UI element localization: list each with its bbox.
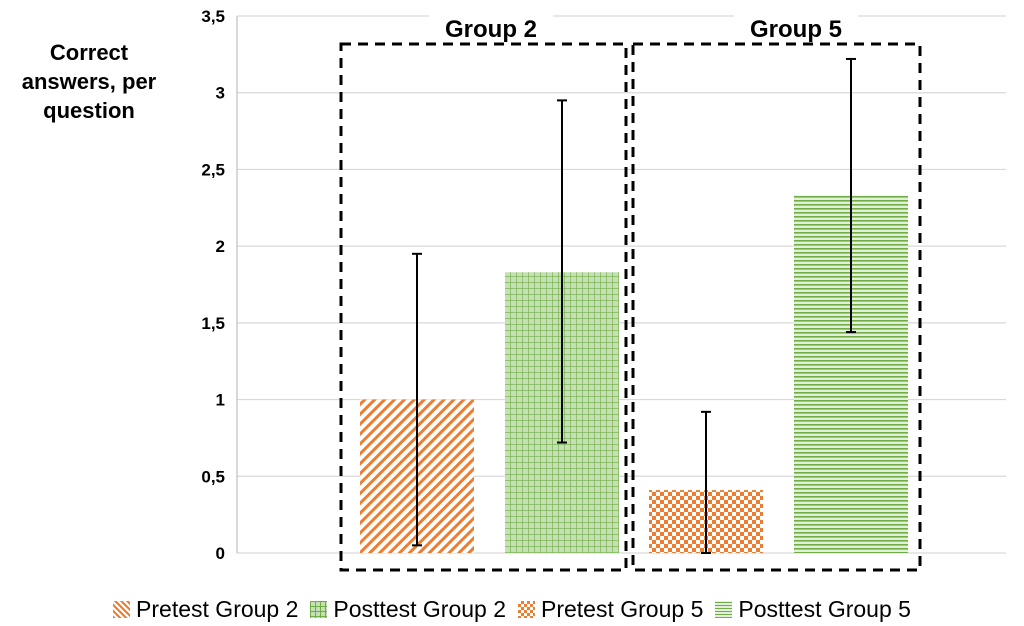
legend-label-pretest-group-2: Pretest Group 2 xyxy=(136,595,299,622)
legend-swatch-pretest-group-2 xyxy=(113,600,131,618)
y-axis-label-line-2: answers, per xyxy=(21,69,157,94)
y-tick-label: 1,5 xyxy=(201,314,225,333)
y-tick-label: 0,5 xyxy=(201,467,225,486)
legend-label-posttest-group-2: Posttest Group 2 xyxy=(333,595,506,622)
y-axis: 0 0,5 1 1,5 2 2,5 3 3,5 xyxy=(201,7,238,563)
y-tick-label: 0 xyxy=(216,544,225,563)
error-bar-pretest-group-2 xyxy=(412,252,422,547)
legend-item-posttest-group-2: Posttest Group 2 xyxy=(310,596,506,623)
error-bar-posttest-group-2 xyxy=(557,99,567,444)
legend-swatch-pretest-group-5 xyxy=(518,600,535,618)
error-bar-posttest-group-5 xyxy=(846,57,856,334)
bar-chart: 0 0,5 1 1,5 2 2,5 3 3,5 Group 2 Group 5 xyxy=(201,7,1006,572)
legend-swatch-posttest-group-5 xyxy=(715,600,733,618)
group-label-background xyxy=(734,12,858,42)
legend-label-posttest-group-5: Posttest Group 5 xyxy=(738,595,911,622)
y-axis-label-line-1: Correct xyxy=(49,40,129,65)
group-box-group-2 xyxy=(339,42,628,572)
group-label-group-2: Group 2 xyxy=(445,16,537,43)
y-tick-label: 2 xyxy=(216,237,225,256)
legend-item-pretest-group-5: Pretest Group 5 xyxy=(518,596,703,623)
bars xyxy=(360,195,908,554)
error-bar-pretest-group-5 xyxy=(701,410,711,554)
y-axis-label-line-3: question xyxy=(43,98,135,123)
group-label-background xyxy=(429,12,553,42)
legend-label-pretest-group-5: Pretest Group 5 xyxy=(541,595,704,622)
y-tick-label: 3 xyxy=(216,84,225,103)
error-bars xyxy=(412,57,856,554)
group-box-group-5 xyxy=(631,42,922,572)
legend-item-pretest-group-2: Pretest Group 2 xyxy=(113,596,298,623)
y-tick-label: 3,5 xyxy=(201,7,225,26)
legend-item-posttest-group-5: Posttest Group 5 xyxy=(715,596,911,623)
group-boxes: Group 2 Group 5 xyxy=(339,12,922,572)
legend-swatch-posttest-group-2 xyxy=(310,600,328,618)
legend: Pretest Group 2 Posttest Group 2 Pretest… xyxy=(0,592,1024,626)
y-axis-label: Correct answers, per question xyxy=(4,38,174,125)
y-tick-label: 2,5 xyxy=(201,160,225,179)
y-tick-label: 1 xyxy=(216,391,225,410)
group-label-group-5: Group 5 xyxy=(750,16,842,43)
